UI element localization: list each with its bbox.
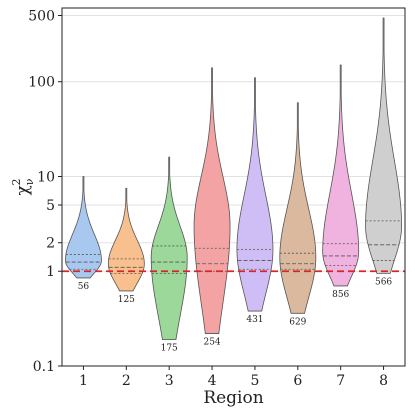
x-tick-label: 1 [79,373,88,389]
y-tick-label: 1 [46,264,55,280]
y-tick-label: 0.1 [33,359,55,375]
x-tick-label: 8 [379,373,388,389]
count-label-region-3: 175 [161,344,178,354]
y-title-subscript: ν [23,178,36,185]
violin-region-8 [365,17,402,274]
y-tick-label: 5 [46,198,55,214]
count-labels: 56 125 175 254 431 629 856 566 [78,277,393,353]
count-label-region-4: 254 [203,338,220,348]
grid-lines [62,15,405,367]
violin-region-5 [236,77,274,312]
violin-region-6 [279,102,317,314]
count-label-region-2: 125 [118,295,135,305]
y-title-superscript: 2 [10,179,23,186]
count-label-region-6: 629 [289,317,306,327]
x-tick-label: 4 [208,373,217,389]
y-tick-label: 2 [46,236,55,252]
violin-region-7 [322,64,360,287]
x-tick-label: 2 [122,373,131,389]
x-axis-title: Region [203,388,263,408]
y-tick-label: 500 [28,9,55,25]
violin-region-4 [193,67,231,334]
y-tick-label: 100 [28,75,55,91]
x-tick-label: 5 [250,373,259,389]
y-title-base: χ [13,185,33,195]
violins [65,17,402,340]
x-tick-label: 6 [293,373,302,389]
plot-frame [61,7,406,367]
violin-region-3 [150,156,188,340]
x-axis-ticks: 1 2 3 4 5 6 7 8 [79,366,388,389]
x-tick-label: 3 [165,373,174,389]
count-label-region-5: 431 [246,315,263,325]
violin-region-1 [65,176,102,279]
count-label-region-1: 56 [78,282,90,292]
violin-region-2 [107,187,145,292]
count-label-region-8: 566 [375,277,392,287]
x-tick-label: 7 [336,373,345,389]
y-axis-ticks: 0.1 1 2 5 10 100 500 [28,9,62,375]
y-tick-label: 10 [37,169,55,185]
y-axis-title: χν2 [10,178,36,195]
count-label-region-7: 856 [332,290,349,300]
